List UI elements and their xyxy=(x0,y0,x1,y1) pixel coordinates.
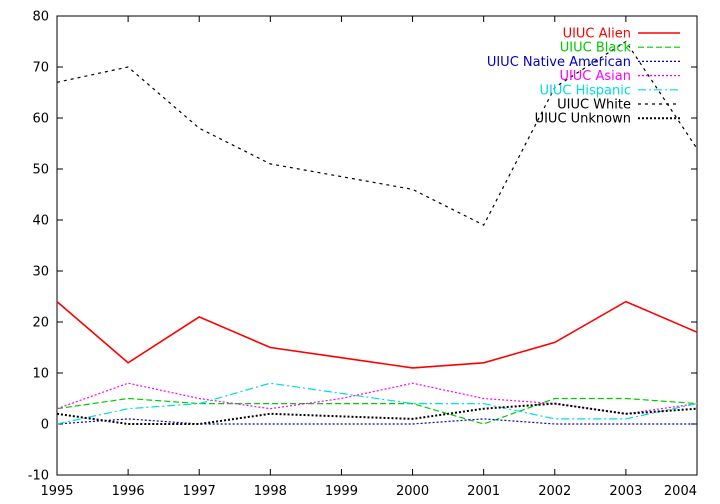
series-line-uiuc-black xyxy=(56,397,698,425)
series-line-uiuc-native-american xyxy=(56,418,697,425)
plot-frame xyxy=(56,15,698,476)
axis-ticks: -10 0 10 20 30 40 50 60 70 80 1995 1996 1997 1998 1999… xyxy=(28,10,698,499)
series-line-uiuc-unknown xyxy=(56,402,698,425)
y-tick-label: 60 xyxy=(32,112,49,127)
y-tick-label: 20 xyxy=(32,316,49,331)
y-tick-label: 40 xyxy=(32,214,49,229)
legend-label: UIUC Alien xyxy=(563,27,631,42)
legend-label: UIUC Hispanic xyxy=(540,83,631,98)
x-tick-label: 2002 xyxy=(538,484,571,499)
x-tick-label: 2004 xyxy=(664,484,697,499)
y-tick-label: 50 xyxy=(32,163,49,178)
series-line-uiuc-alien xyxy=(56,300,698,369)
legend-label: UIUC Native American xyxy=(487,55,631,70)
x-tick-label: 1995 xyxy=(40,484,73,499)
legend-label: UIUC Asian xyxy=(559,69,631,84)
series-line-uiuc-hispanic xyxy=(56,382,698,425)
x-tick-label: 2001 xyxy=(467,484,500,499)
y-tick-label: -10 xyxy=(28,469,49,484)
x-tick-label: 2003 xyxy=(609,484,642,499)
y-tick-label: 80 xyxy=(32,10,49,25)
series-line-uiuc-white xyxy=(56,40,698,226)
x-tick-label: 1996 xyxy=(112,484,145,499)
x-tick-label: 1998 xyxy=(254,484,287,499)
x-tick-label: 1997 xyxy=(183,484,216,499)
legend-label: UIUC White xyxy=(557,98,631,113)
y-tick-label: 0 xyxy=(41,418,49,433)
legend-label: UIUC Unknown xyxy=(535,112,631,127)
x-tick-label: 1999 xyxy=(325,484,358,499)
x-tick-label: 2000 xyxy=(396,484,429,499)
legend-label: UIUC Black xyxy=(560,41,632,56)
y-tick-label: 10 xyxy=(32,367,49,382)
y-tick-label: 30 xyxy=(32,265,49,280)
series-lines xyxy=(56,40,698,425)
y-tick-label: 70 xyxy=(32,61,49,76)
